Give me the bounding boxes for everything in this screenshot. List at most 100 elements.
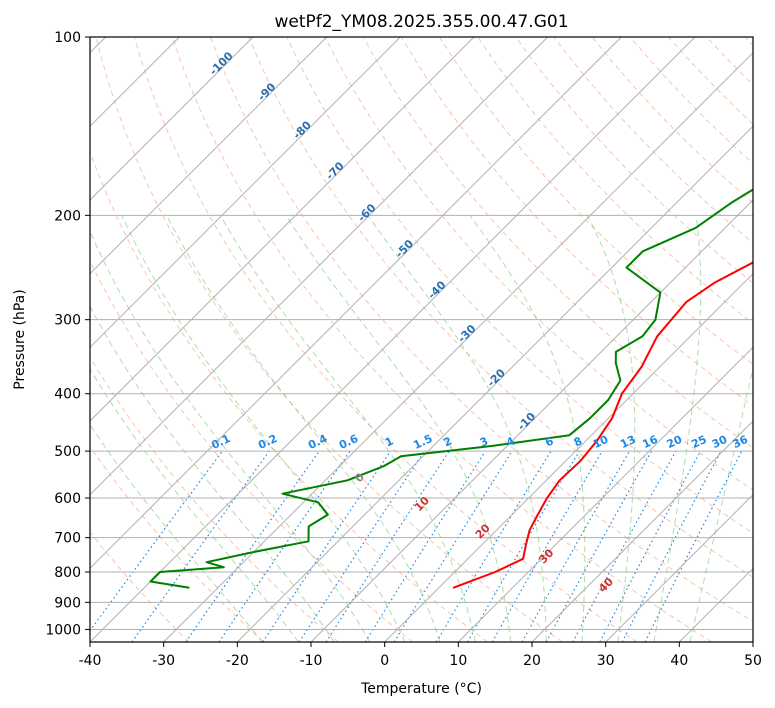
y-tick-label: 300 xyxy=(54,313,81,329)
mixing-ratio-label: 13 xyxy=(618,433,637,451)
mixing-ratio-label: 1 xyxy=(383,434,395,449)
mixing-ratio-label: 25 xyxy=(689,433,708,451)
y-tick-label: 700 xyxy=(54,531,81,547)
dewpoint-profile-line xyxy=(149,188,753,589)
dry-adiabats xyxy=(90,37,753,642)
moist-adiabat-line xyxy=(90,368,299,642)
dry-adiabat-line xyxy=(90,445,264,642)
dry-adiabat-line xyxy=(515,37,753,284)
mixing-ratio-line xyxy=(131,450,270,642)
dry-adiabat-line xyxy=(668,37,753,125)
moist-adiabat-line xyxy=(367,215,547,642)
mixing-ratio-line xyxy=(521,450,631,642)
mixing-ratio-line xyxy=(572,450,677,642)
x-tick-label: 10 xyxy=(449,653,467,669)
dry-adiabat-line xyxy=(90,150,488,642)
mixing-ratio-label: 16 xyxy=(640,433,660,451)
moist-adiabat-line xyxy=(166,215,441,642)
moist-adiabat-line xyxy=(90,305,335,642)
mixing-ratio-line xyxy=(90,450,223,632)
isotherm-line xyxy=(90,37,622,570)
isotherm-line xyxy=(90,37,696,642)
isotherm-label: -90 xyxy=(255,80,278,103)
dry-adiabat-line xyxy=(133,37,638,642)
y-tick-label: 200 xyxy=(54,208,81,224)
dry-adiabat-line xyxy=(553,37,753,244)
mixing-ratio-line xyxy=(218,450,351,642)
dry-adiabat-line xyxy=(706,37,753,86)
x-tick-label: -40 xyxy=(79,653,102,669)
moist-adiabat-line xyxy=(219,215,476,642)
dry-adiabat-line xyxy=(248,37,753,578)
mixing-ratio-label: 36 xyxy=(731,433,751,451)
isotherm-line xyxy=(236,125,753,642)
y-tick-label: 800 xyxy=(54,565,81,581)
chart-title: wetPf2_YM08.2025.355.00.47.G01 xyxy=(274,12,568,32)
moist-adiabat-line xyxy=(121,215,406,642)
isotherm-line xyxy=(90,37,475,422)
y-tick-label: 500 xyxy=(54,444,81,460)
isotherm-line xyxy=(752,641,753,642)
moist-adiabat-line xyxy=(653,215,702,642)
x-tick-label: -10 xyxy=(300,653,323,669)
plot-frame xyxy=(89,36,754,643)
moist-adiabat-line xyxy=(586,215,636,642)
moist-adiabat-line xyxy=(469,215,586,642)
x-tick-label: -20 xyxy=(226,653,249,669)
isotherm-line xyxy=(457,346,753,642)
x-tick-label: 30 xyxy=(597,653,615,669)
mixing-ratio-label: 8 xyxy=(572,434,584,449)
dry-adiabat-line xyxy=(591,37,753,204)
isotherm-label: -100 xyxy=(207,49,236,78)
isotherm-label: -30 xyxy=(455,322,478,345)
isotherm-line xyxy=(163,51,753,642)
y-tick-label: 400 xyxy=(54,387,81,403)
isotherm-line xyxy=(90,37,549,496)
moist-adiabat-label: 40 xyxy=(596,575,616,595)
y-tick-label: 600 xyxy=(54,491,81,507)
isotherm-line xyxy=(605,493,753,642)
mixing-ratio-line xyxy=(364,450,486,642)
mixing-ratio-label: 30 xyxy=(710,433,730,451)
isobars xyxy=(90,37,753,630)
dry-adiabat-line xyxy=(90,531,190,642)
isotherms xyxy=(90,37,753,642)
isotherm-line xyxy=(310,199,753,642)
isotherm-label: -10 xyxy=(515,410,538,433)
axis-ticks: -40 -30 -20 -10 0 10 20 30 40 5010020030040050060… xyxy=(45,30,762,669)
mixing-ratio-label: 20 xyxy=(665,433,685,451)
x-tick-label: 50 xyxy=(744,653,762,669)
mixing-ratio-line xyxy=(545,450,653,642)
temperature-profile-line xyxy=(452,261,753,589)
moist-adiabat-line xyxy=(90,423,263,642)
y-axis-label: Pressure (hPa) xyxy=(12,289,28,389)
dry-adiabat-line xyxy=(210,37,753,623)
isotherm-label: -80 xyxy=(291,118,314,141)
mixing-ratio-line xyxy=(393,450,513,642)
x-axis-label: Temperature (°C) xyxy=(360,681,482,697)
dry-adiabat-line xyxy=(477,37,753,325)
isotherm-label: -20 xyxy=(485,366,508,389)
mixing-ratio-label: 0.4 xyxy=(306,432,329,452)
mixing-ratio-line xyxy=(644,450,743,642)
y-tick-label: 100 xyxy=(54,30,81,46)
mixing-ratio-lines xyxy=(90,450,743,642)
isotherm-line xyxy=(384,272,753,642)
y-tick-label: 900 xyxy=(54,595,81,611)
dry-adiabat-line xyxy=(400,37,753,407)
x-tick-label: -30 xyxy=(152,653,175,669)
mixing-ratio-label: 10 xyxy=(591,433,611,451)
moist-adiabat-line xyxy=(90,230,371,642)
mixing-ratio-line xyxy=(185,450,320,642)
mixing-ratio-line xyxy=(435,450,552,642)
mixing-ratio-line xyxy=(599,450,702,642)
sounding-profiles xyxy=(149,188,753,589)
isotherm-label: -70 xyxy=(323,159,346,182)
line-labels: -100-90-80-70-60-50-40-30-20-100.1 0.2 0.4… xyxy=(207,49,750,595)
dry-adiabat-line xyxy=(171,37,712,642)
y-tick-label: 1000 xyxy=(45,622,81,638)
isotherm-line xyxy=(531,420,753,642)
plot-area: -100-90-80-70-60-50-40-30-20-100.1 0.2 0.4… xyxy=(90,37,753,642)
x-tick-label: 0 xyxy=(380,653,389,669)
